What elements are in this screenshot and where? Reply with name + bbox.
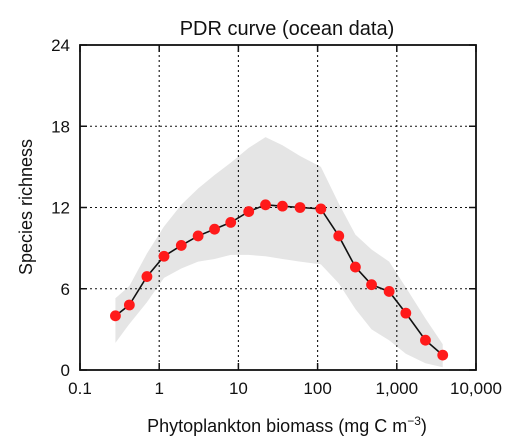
- y-grid-lines: [80, 125, 476, 290]
- data-point: [437, 349, 449, 361]
- data-point: [209, 223, 220, 235]
- data-point: [420, 334, 431, 346]
- y-tick-label: 24: [51, 36, 70, 55]
- x-grid-lines: [158, 45, 398, 370]
- data-point: [277, 200, 288, 212]
- data-point: [366, 279, 377, 291]
- series-points: [110, 199, 449, 361]
- x-tick-label: 1,000: [376, 379, 419, 398]
- data-point: [333, 230, 345, 242]
- x-tick-label: 1: [154, 379, 163, 398]
- chart-title: PDR curve (ocean data): [180, 18, 395, 40]
- plot-area: [79, 44, 477, 371]
- x-tick-label: 0.1: [68, 379, 92, 398]
- y-tick-label: 0: [61, 361, 70, 380]
- data-point: [400, 307, 412, 319]
- x-tick-label: 100: [303, 379, 331, 398]
- x-axis-ticks: 0.1 1 10 100 1,000 10,000: [68, 45, 502, 398]
- data-point: [141, 271, 153, 282]
- y-axis-label: Species richness: [16, 139, 36, 275]
- data-point: [175, 240, 187, 251]
- y-tick-label: 12: [51, 199, 70, 218]
- data-point: [294, 202, 306, 213]
- data-point: [260, 199, 271, 211]
- data-point: [192, 230, 204, 242]
- data-point: [315, 203, 327, 215]
- x-axis-label-superscript: −3: [407, 414, 421, 428]
- x-axis-label-prefix: Phytoplankton biomass (mg C m: [147, 416, 407, 436]
- x-axis-label: Phytoplankton biomass (mg C m−3): [147, 414, 427, 436]
- data-point: [110, 310, 121, 322]
- data-point: [123, 299, 135, 311]
- y-tick-label: 18: [51, 117, 70, 136]
- data-point: [158, 250, 170, 262]
- y-axis-ticks: 0 6 12 18 24: [51, 36, 476, 380]
- x-tick-label: 10,000: [450, 379, 502, 398]
- x-axis-label-suffix: ): [421, 416, 427, 436]
- shaded-band: [115, 137, 443, 368]
- data-point: [225, 216, 237, 228]
- y-tick-label: 6: [61, 280, 70, 299]
- data-point: [349, 261, 361, 273]
- data-point: [383, 286, 395, 297]
- x-tick-label: 10: [229, 379, 248, 398]
- data-point: [243, 206, 255, 217]
